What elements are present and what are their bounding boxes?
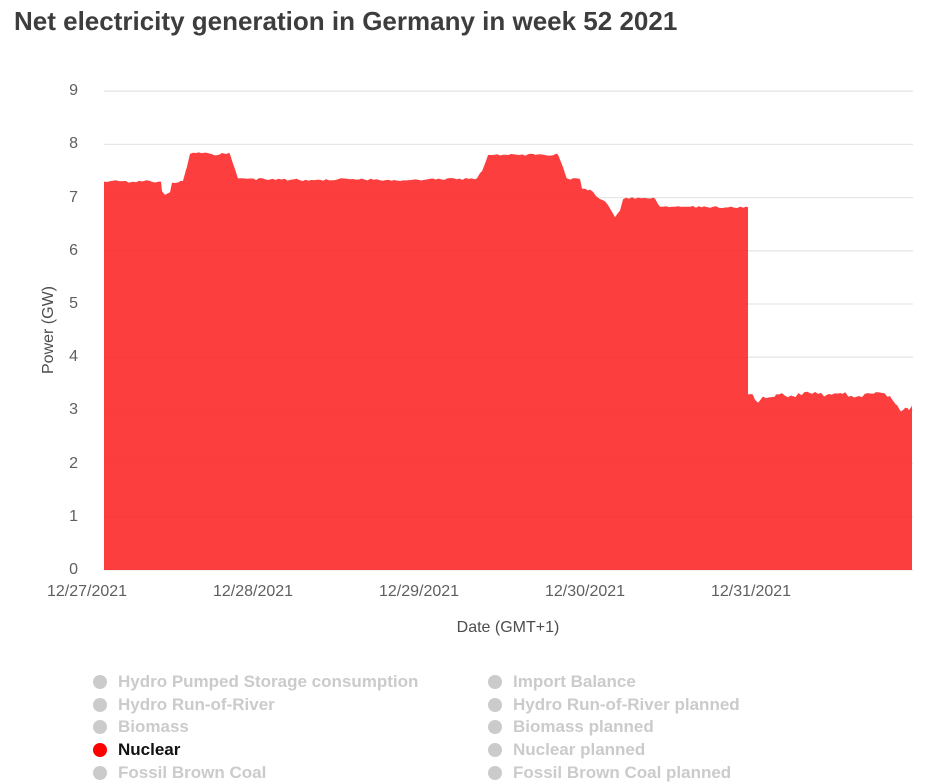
legend-item-fossil-brown-coal[interactable]: Fossil Brown Coal <box>93 761 418 784</box>
x-tick-label: 12/28/2021 <box>212 583 294 600</box>
plot-area[interactable] <box>104 88 913 572</box>
y-tick-label: 1 <box>69 507 78 525</box>
legend-dot-icon <box>488 697 502 712</box>
legend-item-hydro-run-of-river-planned[interactable]: Hydro Run-of-River planned <box>488 694 740 717</box>
legend-item-hydro-run-of-river[interactable]: Hydro Run-of-River <box>93 694 418 717</box>
y-axis-title: Power (GW) <box>40 286 57 374</box>
legend-label: Nuclear <box>118 740 181 760</box>
y-tick-label: 0 <box>69 561 78 578</box>
legend-label: Nuclear planned <box>513 740 646 760</box>
legend-dot-icon <box>93 743 107 758</box>
y-tick-label: 3 <box>69 401 78 419</box>
legend-column: Hydro Pumped Storage consumption Hydro Ru… <box>93 671 418 784</box>
legend-label: Import Balance <box>513 672 636 692</box>
chart-title: Net electricity generation in Germany in… <box>14 6 678 36</box>
y-tick-label: 5 <box>69 295 78 312</box>
legend-item-fossil-brown-coal-planned[interactable]: Fossil Brown Coal planned <box>488 761 740 784</box>
legend-label: Biomass <box>118 717 189 737</box>
legend-label: Hydro Run-of-River <box>118 694 275 714</box>
series-area-nuclear[interactable] <box>104 152 912 570</box>
legend-item-hydro-pumped-storage-consumption[interactable]: Hydro Pumped Storage consumption <box>93 671 418 694</box>
legend-column: Import Balance Hydro Run-of-River planned… <box>488 671 740 784</box>
legend-item-nuclear-planned[interactable]: Nuclear planned <box>488 739 740 762</box>
y-tick-label: 2 <box>69 454 78 472</box>
y-tick-label: 6 <box>69 241 78 259</box>
legend-dot-icon <box>488 675 502 690</box>
y-tick-label: 4 <box>69 348 78 366</box>
y-tick-label: 7 <box>69 188 78 206</box>
legend-dot-icon <box>93 675 107 690</box>
x-tick-label: 12/27/2021 <box>46 583 128 600</box>
legend-label: Fossil Brown Coal <box>118 762 267 782</box>
legend-dot-icon <box>488 720 502 735</box>
x-tick-label: 12/31/2021 <box>710 583 792 600</box>
legend-item-nuclear[interactable]: Nuclear <box>93 739 418 762</box>
y-tick-label: 9 <box>69 82 78 100</box>
x-tick-label: 12/30/2021 <box>544 583 626 600</box>
legend-dot-icon <box>93 720 107 735</box>
legend-item-biomass-planned[interactable]: Biomass planned <box>488 716 740 739</box>
legend-item-import-balance[interactable]: Import Balance <box>488 671 740 694</box>
legend-label: Hydro Run-of-River planned <box>513 694 740 714</box>
legend-label: Hydro Pumped Storage consumption <box>118 672 419 692</box>
x-axis-title: Date (GMT+1) <box>456 619 560 636</box>
legend-dot-icon <box>488 743 502 758</box>
legend-dot-icon <box>93 697 107 712</box>
x-tick-label: 12/29/2021 <box>378 583 460 600</box>
legend-item-biomass[interactable]: Biomass <box>93 716 418 739</box>
legend-label: Biomass planned <box>513 717 654 737</box>
y-tick-label: 8 <box>69 135 78 153</box>
legend-label: Fossil Brown Coal planned <box>513 762 732 782</box>
